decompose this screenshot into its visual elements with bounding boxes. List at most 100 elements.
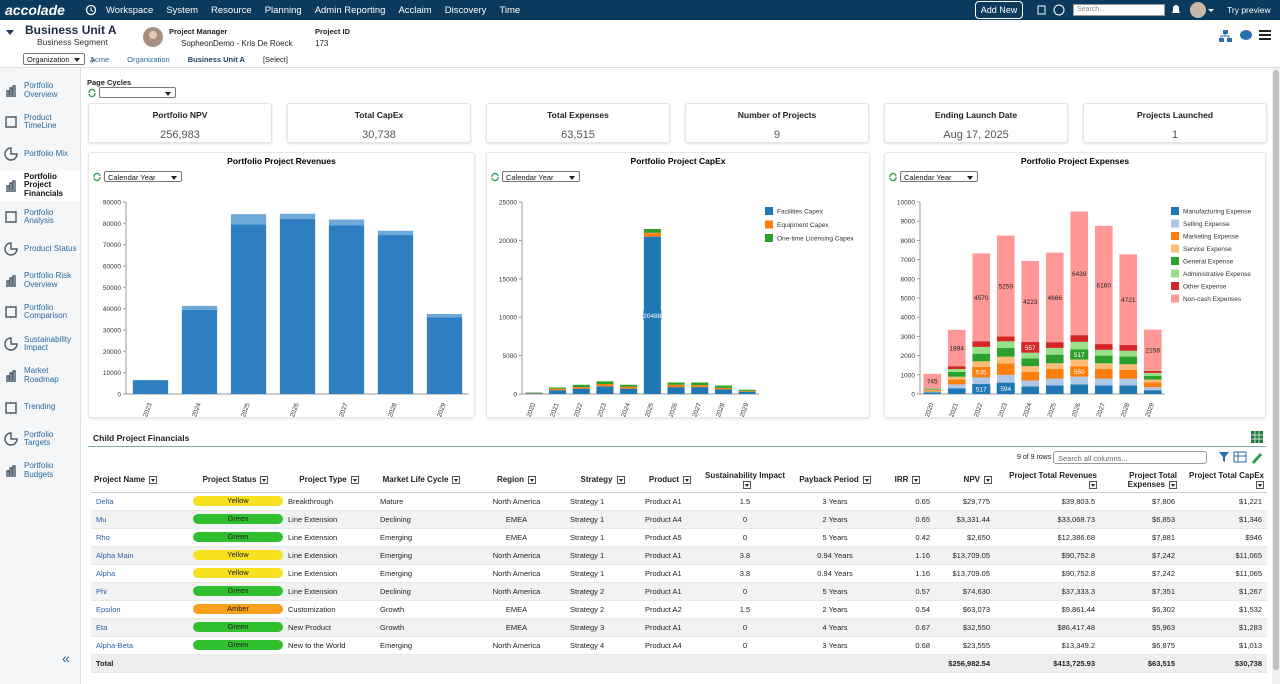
sync-icon[interactable] xyxy=(490,172,500,182)
sync-icon[interactable] xyxy=(92,172,102,182)
sidebar-item[interactable]: Sustainability Impact xyxy=(0,329,80,360)
header-icons[interactable] xyxy=(1218,29,1276,45)
filter-button[interactable] xyxy=(616,476,625,485)
x-tick-label: 2028 xyxy=(1120,402,1132,417)
crumb[interactable]: Acme xyxy=(90,55,110,64)
table-cell: Product A4 xyxy=(640,510,700,529)
bar-segment xyxy=(1119,350,1138,357)
menu-item[interactable]: Planning xyxy=(264,4,302,16)
table-cell[interactable]: Alpha xyxy=(91,564,188,583)
period-select[interactable]: Calendar Year xyxy=(900,171,978,182)
filter-button[interactable] xyxy=(350,476,359,485)
crumb[interactable]: Business Unit A xyxy=(187,55,245,64)
menu-item[interactable]: Acclaim xyxy=(398,4,432,16)
filter-button[interactable] xyxy=(1256,480,1264,489)
table-tools[interactable] xyxy=(1218,450,1266,464)
bar-segment xyxy=(572,387,590,389)
page-cycles-select[interactable] xyxy=(99,87,176,98)
table-search[interactable]: Search all columns... xyxy=(1053,451,1207,464)
filter-button[interactable] xyxy=(1169,480,1177,489)
table-cell xyxy=(790,654,880,673)
sidebar-item[interactable]: Portfolio Project Financials xyxy=(0,170,80,202)
column-header[interactable]: Project Total Revenues xyxy=(995,468,1100,493)
column-header[interactable]: NPV xyxy=(935,468,995,493)
sidebar-item[interactable]: Portfolio Mix xyxy=(0,138,80,169)
breadcrumb-selector[interactable]: Organization xyxy=(23,53,85,65)
nav-search[interactable]: Search... xyxy=(1073,4,1165,16)
avatar[interactable] xyxy=(1189,1,1215,19)
column-header[interactable]: Market Life Cycle xyxy=(375,468,468,493)
filter-button[interactable] xyxy=(452,476,461,485)
filter-button[interactable] xyxy=(862,476,871,485)
data-label: 4223 xyxy=(1023,299,1038,306)
crumb[interactable]: Organization xyxy=(127,55,170,64)
filter-button[interactable] xyxy=(528,476,537,485)
data-label: 6160 xyxy=(1097,282,1112,289)
collapse-sidebar[interactable]: « xyxy=(62,650,70,666)
table-cell[interactable]: Epsilon xyxy=(91,600,188,619)
column-header[interactable]: Project Type xyxy=(283,468,375,493)
column-header[interactable]: Region xyxy=(468,468,565,493)
filter-button[interactable] xyxy=(743,480,751,489)
filter-button[interactable] xyxy=(984,476,992,485)
sidebar-item[interactable]: Portfolio Analysis xyxy=(0,202,80,233)
table-cell[interactable]: Delta xyxy=(91,492,188,511)
sidebar-item[interactable]: Portfolio Risk Overview xyxy=(0,265,80,296)
sidebar-item[interactable]: Product TimeLine xyxy=(0,107,80,138)
column-header[interactable]: Project Name xyxy=(91,468,188,493)
try-preview[interactable]: Try preview xyxy=(1227,5,1271,15)
table-cell[interactable]: Total xyxy=(91,654,188,673)
menu-item[interactable]: Admin Reporting xyxy=(314,4,386,16)
column-header[interactable]: Project Status xyxy=(188,468,283,493)
table-cell[interactable]: Alpha-Beta xyxy=(91,636,188,655)
sidebar-item[interactable]: Trending xyxy=(0,392,80,423)
y-tick-label: 2000 xyxy=(901,353,916,360)
menu-item[interactable]: Time xyxy=(499,4,521,16)
filter-button[interactable] xyxy=(149,476,158,485)
table-cell[interactable]: Rho xyxy=(91,528,188,547)
sidebar-item[interactable]: Portfolio Budgets xyxy=(0,455,80,486)
bell-icon[interactable] xyxy=(1170,4,1182,16)
sidebar-item[interactable]: Market Roadmap xyxy=(0,360,80,391)
table-cell: $1,283 xyxy=(1180,618,1267,637)
column-header[interactable]: Payback Period xyxy=(790,468,880,493)
period-select[interactable]: Calendar Year xyxy=(104,171,182,182)
column-header[interactable]: Project Total CapEx xyxy=(1180,468,1267,493)
filter-button[interactable] xyxy=(912,476,921,485)
table-cell: $1,267 xyxy=(1180,582,1267,601)
sync-icon[interactable] xyxy=(888,172,898,182)
collapse-caret[interactable] xyxy=(6,30,14,39)
sidebar-item[interactable]: Portfolio Overview xyxy=(0,75,80,106)
column-header[interactable]: Project Total Expenses xyxy=(1100,468,1180,493)
column-header[interactable]: IRR xyxy=(880,468,935,493)
filter-button[interactable] xyxy=(683,476,692,485)
sidebar-item[interactable]: Portfolio Targets xyxy=(0,424,80,455)
menu-item[interactable]: Resource xyxy=(211,4,252,16)
sidebar-item[interactable]: Product Status xyxy=(0,234,80,265)
filter-button[interactable] xyxy=(1089,480,1097,489)
menu-item[interactable]: System xyxy=(166,4,199,16)
table-cell[interactable]: Eta xyxy=(91,618,188,637)
excel-icon[interactable] xyxy=(1250,430,1264,444)
column-header[interactable]: Product xyxy=(640,468,700,493)
menu-item[interactable]: Discovery xyxy=(444,4,487,16)
table-cell: $7,351 xyxy=(1100,582,1180,601)
menu-item[interactable]: Workspace xyxy=(106,4,154,16)
sync-icon[interactable] xyxy=(87,88,97,98)
history-icon[interactable] xyxy=(85,4,97,16)
column-header[interactable]: Sustainability Impact xyxy=(700,468,790,493)
crumb[interactable]: [Select] xyxy=(262,55,288,64)
bar-segment xyxy=(377,235,414,394)
table-cell[interactable]: Mu xyxy=(91,510,188,529)
logo[interactable]: accolade xyxy=(5,2,65,18)
filter-button[interactable] xyxy=(260,476,269,485)
scroll-thumb[interactable] xyxy=(1273,70,1279,670)
sidebar-item[interactable]: Portfolio Comparison xyxy=(0,297,80,328)
icon-shape xyxy=(889,172,897,182)
period-select[interactable]: Calendar Year xyxy=(502,171,580,182)
nav-icons[interactable] xyxy=(1037,4,1067,16)
add-new-button[interactable]: Add New xyxy=(975,1,1023,19)
table-cell[interactable]: Alpha Main xyxy=(91,546,188,565)
column-header[interactable]: Strategy xyxy=(565,468,640,493)
table-cell[interactable]: Phi xyxy=(91,582,188,601)
